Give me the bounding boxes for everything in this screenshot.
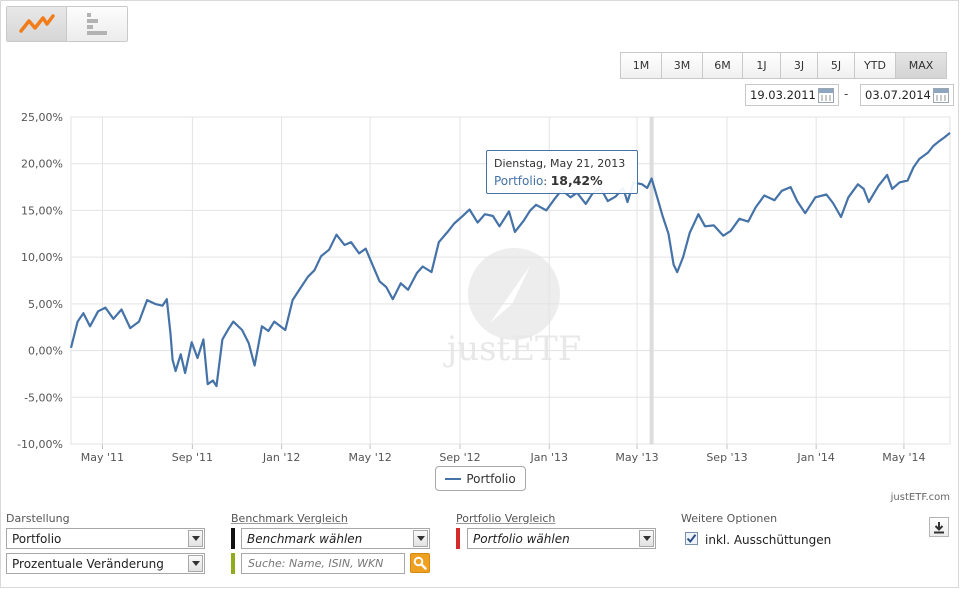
line-chart-icon [18, 14, 55, 33]
portfolio-compare-select[interactable]: Portfolio wählen [467, 528, 656, 549]
download-icon [934, 521, 944, 533]
x-tick-label: May '11 [81, 451, 124, 464]
x-tick-label: May '14 [882, 451, 925, 464]
chart-tooltip: Dienstag, May 21, 2013 Portfolio: 18,42% [486, 150, 638, 194]
search-icon [413, 556, 427, 570]
line-chart-view-button[interactable] [7, 7, 67, 41]
ausschuettungen-checkbox[interactable] [685, 532, 698, 545]
benchmark-search-input[interactable] [241, 553, 405, 574]
chevron-down-icon [188, 555, 203, 572]
x-tick-label: Sep '12 [439, 451, 480, 464]
portfolio-compare-select-value: Portfolio wählen [473, 531, 570, 546]
change-type-select[interactable]: Prozentuale Veränderung [6, 553, 205, 574]
y-tick-label: 10,00% [21, 251, 63, 264]
benchmark-select[interactable]: Benchmark wählen [241, 528, 430, 549]
darstellung-select[interactable]: Portfolio [6, 528, 205, 549]
date-to-field [860, 84, 954, 106]
x-tick-label: Jan '13 [530, 451, 568, 464]
range-button-max[interactable]: MAX [896, 53, 946, 78]
range-button-1j[interactable]: 1J [743, 53, 781, 78]
chevron-down-icon [413, 530, 428, 547]
chevron-down-icon [188, 530, 203, 547]
y-tick-label: -5,00% [24, 391, 63, 404]
legend-label: Portfolio [466, 471, 516, 486]
range-button-5j[interactable]: 5J [818, 53, 855, 78]
plot-border [70, 116, 951, 445]
date-to-input[interactable] [861, 88, 933, 102]
range-button-ytd[interactable]: YTD [855, 53, 896, 78]
ausschuettungen-label: inkl. Ausschüttungen [705, 533, 832, 547]
checkmark-icon [686, 534, 697, 544]
date-from-field [745, 84, 839, 106]
view-toggle [6, 6, 128, 42]
range-button-3m[interactable]: 3M [662, 53, 703, 78]
benchmark-select-value: Benchmark wählen [247, 531, 363, 546]
y-tick-label: 25,00% [21, 111, 63, 124]
x-axis-labels: May '11 Sep '11 Jan '12 May '12 Sep '12 Jan '… [81, 451, 926, 464]
change-type-select-value: Prozentuale Veränderung [12, 556, 164, 571]
range-button-3j[interactable]: 3J [781, 53, 818, 78]
tooltip-value: 18,42% [550, 173, 603, 188]
tooltip-date: Dienstag, May 21, 2013 [494, 157, 626, 170]
date-from-input[interactable] [746, 88, 818, 102]
hover-highlight-band [649, 117, 654, 444]
benchmark-color-bar [231, 528, 235, 549]
y-tick-label: 5,00% [28, 298, 63, 311]
y-tick-label: 15,00% [21, 204, 63, 217]
legend-item-portfolio[interactable]: Portfolio [435, 466, 526, 491]
bar-list-icon [87, 13, 107, 35]
calendar-icon[interactable] [933, 87, 949, 103]
range-selector: 1M 3M 6M 1J 3J 5J YTD MAX [620, 52, 947, 79]
y-tick-label: -10,00% [17, 438, 63, 451]
darstellung-select-value: Portfolio [12, 531, 62, 546]
x-tick-label: May '12 [348, 451, 391, 464]
tooltip-series-name: Portfolio [494, 174, 544, 188]
portfolio-vergleich-label: Portfolio Vergleich [456, 512, 556, 525]
x-tick-label: Sep '11 [172, 451, 213, 464]
portfolio-compare-color-bar [456, 528, 460, 549]
y-axis-labels: 25,00% 20,00% 15,00% 10,00% 5,00% 0,00% -5,00%… [17, 111, 63, 451]
performance-chart[interactable]: justETF 25,00% 20,00% 15,00% 10,00% 5,00% 0,0… [0, 108, 960, 468]
x-tick-label: Jan '14 [796, 451, 834, 464]
y-tick-label: 20,00% [21, 158, 63, 171]
x-tick-label: Jan '12 [262, 451, 300, 464]
search-color-bar [231, 553, 235, 574]
legend-swatch [445, 477, 462, 480]
portfolio-series-line[interactable] [69, 132, 951, 388]
watermark-text: justETF [443, 329, 582, 369]
x-tick-label: May '13 [615, 451, 658, 464]
justetf-watermark: justETF [443, 248, 582, 369]
weitere-optionen-label: Weitere Optionen [681, 512, 778, 525]
search-button[interactable] [410, 553, 430, 573]
range-button-6m[interactable]: 6M [703, 53, 743, 78]
y-tick-label: 0,00% [28, 345, 63, 358]
x-tick-label: Sep '13 [706, 451, 747, 464]
chevron-down-icon [639, 530, 654, 547]
download-button[interactable] [929, 517, 949, 537]
credit-text: justETF.com [890, 492, 950, 503]
date-separator: - [844, 87, 849, 101]
darstellung-label: Darstellung [6, 512, 70, 525]
bar-list-view-button[interactable] [67, 7, 127, 41]
benchmark-label: Benchmark Vergleich [231, 512, 348, 525]
range-button-1m[interactable]: 1M [621, 53, 662, 78]
calendar-icon[interactable] [818, 87, 834, 103]
